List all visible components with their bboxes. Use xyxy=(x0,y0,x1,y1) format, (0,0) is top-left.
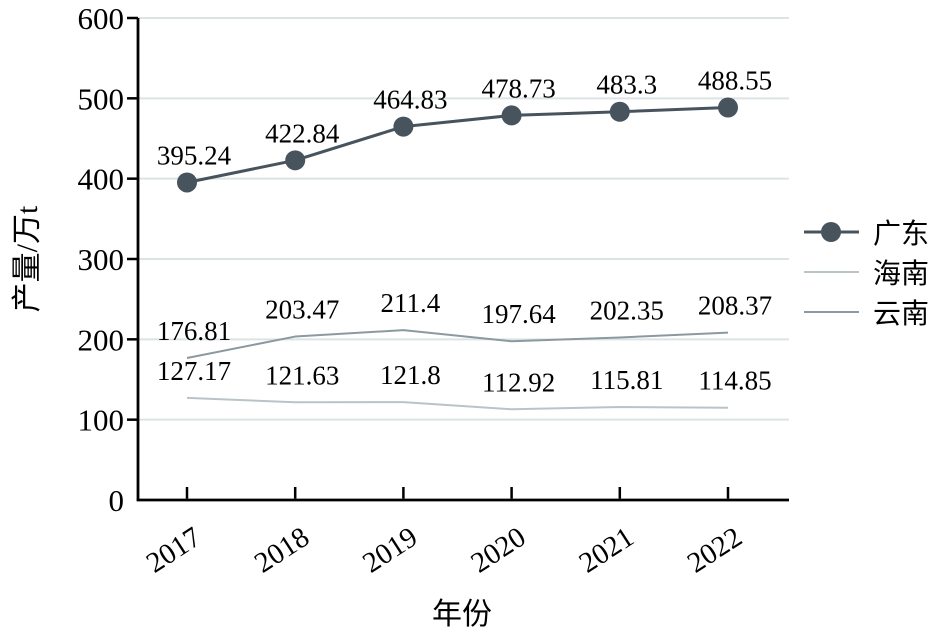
y-tick-label: 600 xyxy=(78,1,125,36)
x-tick-label: 2022 xyxy=(682,521,748,579)
data-label-guangdong: 464.83 xyxy=(373,85,447,115)
y-tick-label: 500 xyxy=(78,81,125,116)
legend-label-hainan: 海南 xyxy=(873,259,930,290)
y-tick-label: 200 xyxy=(78,322,125,357)
legend-label-yunnan: 云南 xyxy=(873,299,930,330)
data-label-yunnan: 203.47 xyxy=(265,295,339,325)
x-axis-title: 年份 xyxy=(432,598,492,631)
marker-guangdong xyxy=(501,105,522,126)
y-tick-label: 0 xyxy=(109,483,125,518)
data-label-hainan: 127.17 xyxy=(157,356,231,386)
legend-label-guangdong: 广东 xyxy=(873,219,930,250)
data-label-guangdong: 488.55 xyxy=(698,66,772,96)
data-label-yunnan: 208.37 xyxy=(698,291,772,321)
data-label-guangdong: 422.84 xyxy=(265,118,340,148)
data-label-guangdong: 395.24 xyxy=(157,140,232,170)
data-label-yunnan: 197.64 xyxy=(481,299,556,329)
data-label-guangdong: 478.73 xyxy=(481,73,555,103)
y-tick-label: 400 xyxy=(78,162,125,197)
series-line-guangdong xyxy=(186,106,729,184)
legend-item-hainan: 海南 xyxy=(803,252,929,292)
y-tick-label: 300 xyxy=(78,242,125,277)
data-label-guangdong: 483.3 xyxy=(596,70,657,100)
legend-sample-yunnan xyxy=(804,311,859,313)
data-label-yunnan: 202.35 xyxy=(590,295,664,325)
data-label-yunnan: 211.4 xyxy=(381,288,441,318)
legend-sample-guangdong xyxy=(804,222,859,242)
legend-sample-hainan xyxy=(804,271,859,273)
x-tick-label: 2018 xyxy=(249,521,315,579)
data-label-hainan: 121.8 xyxy=(380,360,441,390)
legend-item-guangdong: 广东 xyxy=(803,212,929,252)
x-tick-label: 2019 xyxy=(357,521,423,579)
data-label-hainan: 121.63 xyxy=(265,360,339,390)
marker-guangdong xyxy=(718,97,738,118)
x-tick-label: 2017 xyxy=(141,521,207,579)
x-tick-label: 2020 xyxy=(465,521,531,579)
x-tick-label: 2021 xyxy=(574,521,640,579)
y-axis-title: 产量/万t xyxy=(11,205,44,313)
marker-guangdong xyxy=(285,150,306,171)
marker-guangdong xyxy=(177,172,197,193)
legend: 广东 海南 云南 xyxy=(803,212,929,332)
legend-marker-guangdong xyxy=(821,222,841,242)
series-line-hainan xyxy=(186,396,729,411)
series-line-yunnan xyxy=(186,329,729,359)
data-label-hainan: 112.92 xyxy=(482,367,555,397)
marker-guangdong xyxy=(609,101,630,122)
marker-guangdong xyxy=(393,116,414,137)
data-label-yunnan: 176.81 xyxy=(157,316,231,346)
legend-item-yunnan: 云南 xyxy=(803,292,929,332)
data-label-hainan: 115.81 xyxy=(590,365,663,395)
y-tick-label: 100 xyxy=(78,403,125,438)
data-label-hainan: 114.85 xyxy=(698,366,771,396)
